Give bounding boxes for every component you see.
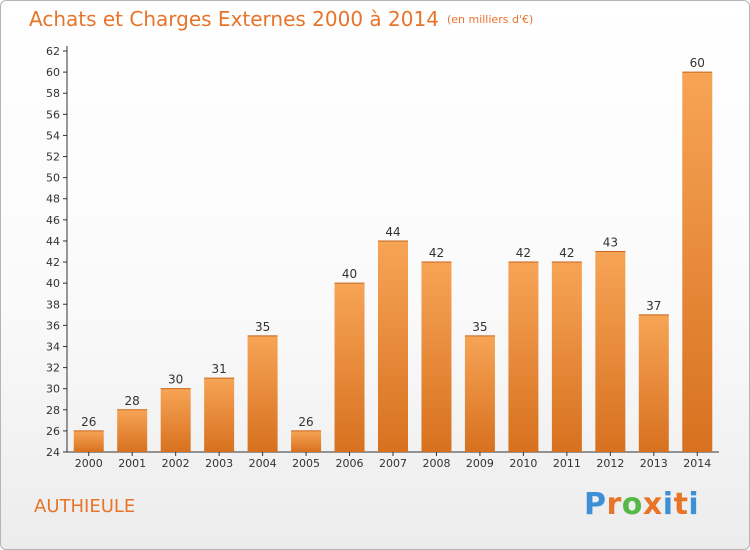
y-tick-label: 36 [46,319,60,332]
bar [204,378,235,452]
chart-title-text: Achats et Charges Externes 2000 à 2014 [29,7,439,31]
bar-value-label: 42 [429,246,444,260]
x-tick-label: 2005 [292,457,320,470]
bar-value-label: 26 [298,415,313,429]
bar [291,430,322,452]
x-tick-label: 2009 [466,457,494,470]
y-axis: 24 26 28 30 32 34 36 38 40 42 44 46 48 50 52 54 56 58 60 62 [46,45,68,459]
bar-value-label: 42 [516,246,531,260]
bar [638,314,669,452]
y-tick-label: 60 [46,66,60,79]
bars [73,71,713,453]
bar [464,335,495,452]
y-tick-label: 38 [46,298,60,311]
logo-letter: r [606,487,622,522]
x-tick-label: 2006 [336,457,364,470]
bar [682,72,713,453]
x-tick-label: 2013 [640,457,668,470]
chart-title-unit: (en milliers d'€) [446,13,534,26]
bar [73,430,104,452]
bar-value-label: 26 [81,415,96,429]
x-tick-label: 2002 [162,457,190,470]
logo-letter: i [662,487,674,522]
x-tick-label: 2008 [422,457,450,470]
x-tick-label: 2000 [75,457,103,470]
chart-title: Achats et Charges Externes 2000 à 2014 (e… [29,7,533,31]
y-tick-label: 44 [46,235,60,248]
y-tick-label: 24 [46,446,60,459]
y-tick-label: 56 [46,108,60,121]
bar-value-label: 44 [385,225,400,239]
bar-value-label: 40 [342,267,357,281]
x-tick-label: 2001 [118,457,146,470]
y-tick-label: 48 [46,193,60,206]
x-tick-label: 2012 [596,457,624,470]
y-tick-label: 28 [46,404,60,417]
y-tick-label: 42 [46,256,60,269]
x-tick-label: 2007 [379,457,407,470]
y-tick-label: 50 [46,172,60,185]
bar [595,251,626,452]
bar-value-label: 42 [559,246,574,260]
x-tick-label: 2011 [553,457,581,470]
bar-value-label: 37 [646,299,661,313]
y-tick-label: 58 [46,87,60,100]
y-tick-label: 46 [46,214,60,227]
y-tick-label: 30 [46,383,60,396]
bar [160,388,191,452]
proxiti-logo[interactable]: Proxiti [584,487,699,522]
y-tick-label: 40 [46,277,60,290]
bar-value-label: 31 [211,362,226,376]
y-tick-label: 52 [46,151,60,164]
bar-value-label: 28 [125,394,140,408]
y-tick-label: 62 [46,45,60,58]
bar [551,262,582,452]
logo-letter: x [642,487,663,522]
y-tick-label: 34 [46,340,60,353]
bar [334,283,365,452]
x-tick-label: 2004 [249,457,277,470]
x-tick-label: 2014 [683,457,711,470]
bar [378,240,408,452]
bar [508,262,539,452]
logo-letter: o [621,487,643,522]
bar [117,409,148,452]
data-labels: 26 28 30 31 35 26 40 44 42 35 42 42 43 37 60 [81,56,705,429]
bar [421,262,452,452]
x-tick-label: 2010 [509,457,537,470]
bar-value-label: 43 [603,236,618,250]
bar-value-label: 35 [255,320,270,334]
bar-value-label: 60 [690,56,705,70]
logo-letter: i [688,487,700,522]
bar-value-label: 35 [472,320,487,334]
bar-value-label: 30 [168,373,183,387]
logo-letter: t [673,487,689,522]
logo-letter: P [584,487,607,522]
y-tick-label: 26 [46,425,60,438]
y-tick-label: 32 [46,362,60,375]
bar [247,335,278,452]
x-axis: 2000 2001 2002 2003 2004 2005 2006 2007 2008 2009… [67,451,719,470]
commune-name: AUTHIEULE [34,496,136,517]
y-tick-label: 54 [46,129,60,142]
x-tick-label: 2003 [205,457,233,470]
